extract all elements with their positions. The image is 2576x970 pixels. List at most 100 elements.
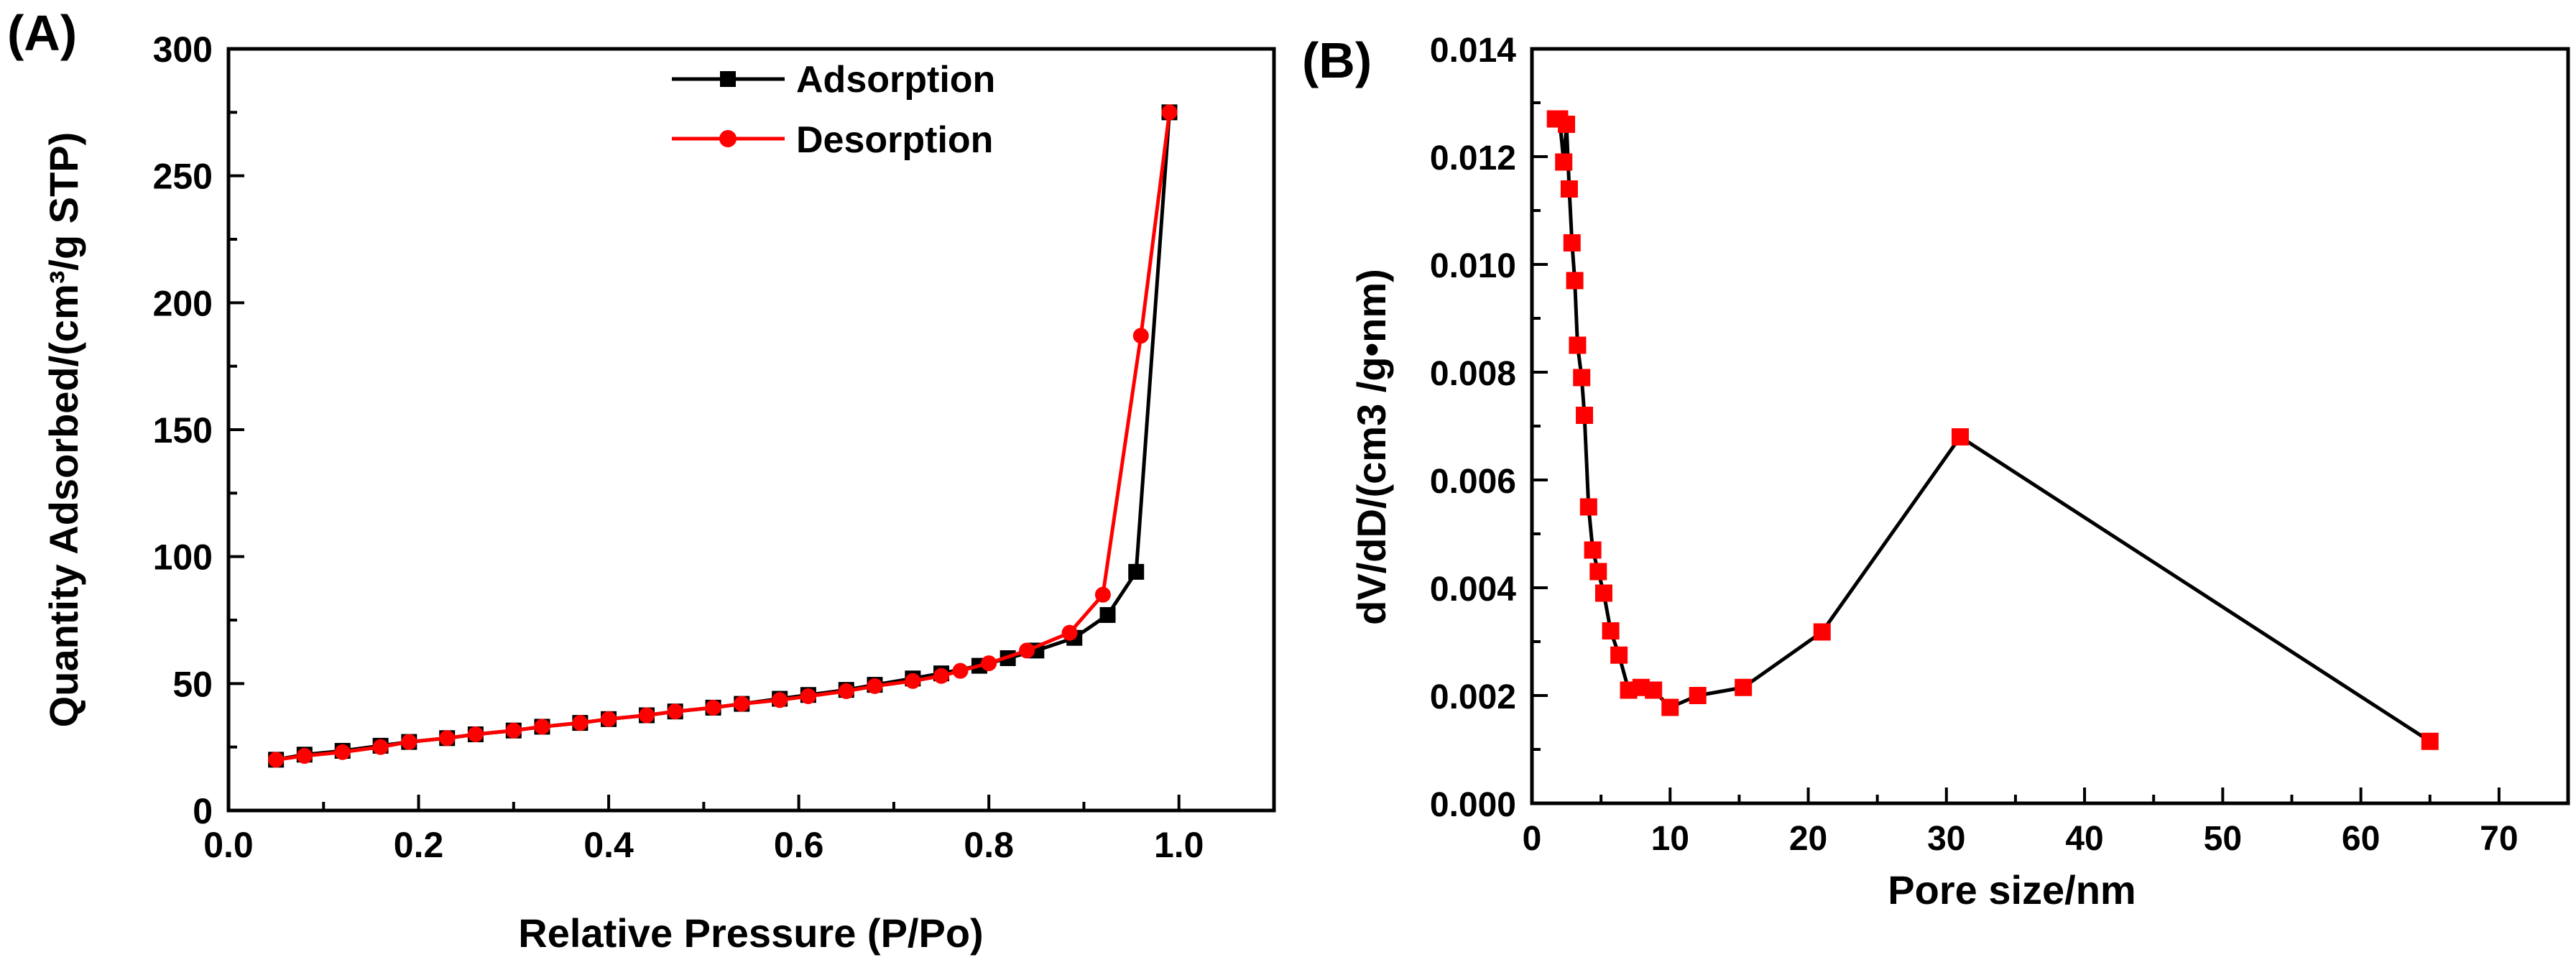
panel-a-series-1-point	[439, 730, 456, 747]
panel-a-series-1-point	[572, 715, 588, 731]
legend-adsorption-label: Adsorption	[796, 59, 995, 101]
panel-b-series-0-point	[1594, 584, 1612, 602]
panel-b-ticks: 0 10 20 30 40 50 60 70 0.000 0.002 0.004 0.006 0.008…	[1430, 32, 2519, 858]
panel-a-series-0-point	[1099, 606, 1116, 623]
panel-a-y-tick-label: 150	[153, 410, 213, 451]
panel-b-y-tick-label: 0.000	[1430, 786, 1516, 824]
panel-b-series-0-point	[1689, 687, 1707, 704]
panel-a-series-1-point	[952, 662, 969, 679]
panel-b-series-0-point	[1560, 180, 1578, 198]
panel-b-series-0-point	[1661, 698, 1679, 716]
panel-b-series-0-point	[1566, 272, 1584, 290]
panel-a-series-1-point	[401, 734, 417, 750]
panel-a-series-1-point	[1132, 328, 1149, 344]
panel-b-series	[1546, 110, 2439, 750]
panel-a-series-1-point	[467, 726, 484, 742]
panel-a-series-1-point	[772, 692, 788, 708]
panel-b-series-0-point	[1735, 678, 1753, 696]
panel-a-series-1-point	[800, 688, 816, 704]
panel-a-series-1-point	[372, 739, 389, 755]
panel-b-y-tick-label: 0.002	[1430, 678, 1516, 716]
panel-b-series-0-point	[1952, 428, 1970, 445]
panel-a-series-1-point	[1094, 586, 1111, 603]
panel-a-series-1-point	[639, 707, 655, 724]
panel-a-series-1-point	[905, 673, 921, 689]
panel-a-series-1-point	[1019, 642, 1035, 659]
panel-b-series-0-point	[1558, 116, 1576, 133]
panel-a-series-1-point	[667, 703, 683, 720]
panel-a-legend: Adsorption Desorption	[672, 59, 995, 161]
panel-a-series-1-point	[705, 699, 721, 716]
legend-desorption-marker	[719, 130, 737, 147]
panel-b-series-0-point	[1602, 622, 1620, 639]
panel-a-series-1-point	[1061, 624, 1078, 641]
panel-a-series-1-point	[334, 744, 351, 760]
panel-a-series-1-line	[275, 112, 1171, 762]
panel-a-series-1-point	[534, 719, 550, 735]
panel-a-y-tick-label: 250	[153, 157, 213, 197]
panel-a: (A) 0.0 0.2 0.4 0.6 0.8 1.0 0 50 100 150 200 250 300…	[7, 5, 1276, 956]
panel-b-y-tick-label: 0.008	[1430, 355, 1516, 393]
panel-a-series-1-point	[601, 711, 617, 727]
panel-b-x-tick-label: 50	[2204, 820, 2242, 858]
panel-b-series-0-point	[1645, 681, 1663, 699]
panel-b-y-axis-title: dV/dD/(cm3 /g•nm)	[1349, 269, 1394, 625]
panel-a-series-1-point	[867, 678, 883, 694]
panel-a-series-1-point	[296, 748, 313, 765]
panel-b-series-0-point	[1555, 153, 1573, 171]
panel-b-y-tick-label: 0.012	[1430, 139, 1516, 177]
panel-a-ticks: 0.0 0.2 0.4 0.6 0.8 1.0 0 50 100 150 200 250 300	[153, 29, 1204, 865]
panel-a-label: (A)	[7, 5, 77, 61]
panel-b-x-tick-label: 0	[1523, 820, 1542, 858]
panel-a-x-tick-label: 0.8	[964, 825, 1014, 865]
panel-b-series-0-point	[1813, 623, 1831, 641]
panel-b-series-0-point	[1563, 234, 1581, 251]
panel-a-x-tick-label: 0.0	[203, 825, 254, 865]
panel-b-series-0-point	[1573, 369, 1591, 387]
panel-a-series-1-point	[734, 696, 750, 712]
panel-b-x-tick-label: 70	[2480, 820, 2518, 858]
legend-desorption-label: Desorption	[796, 119, 993, 161]
panel-a-series-1-point	[268, 752, 285, 768]
panel-b-x-tick-label: 60	[2342, 820, 2380, 858]
panel-a-series-1-point	[981, 655, 997, 672]
panel-b-x-tick-label: 10	[1651, 820, 1689, 858]
panel-b-series-0-point	[1576, 407, 1594, 424]
panel-b-x-axis-title: Pore size/nm	[1888, 867, 2136, 913]
panel-a-y-tick-label: 0	[193, 791, 213, 831]
panel-b-x-tick-label: 30	[1927, 820, 1965, 858]
panel-a-frame	[226, 47, 1276, 813]
panel-b-x-tick-label: 20	[1789, 820, 1827, 858]
panel-b-y-tick-label: 0.006	[1430, 463, 1516, 501]
panel-a-y-tick-label: 300	[153, 29, 213, 70]
panel-b-frame	[1530, 47, 2570, 805]
panel-a-x-tick-label: 0.6	[774, 825, 824, 865]
panel-a-x-tick-label: 0.2	[394, 825, 444, 865]
panel-a-y-tick-label: 100	[153, 537, 213, 578]
panel-a-series-1-point	[838, 683, 854, 699]
panel-b-y-tick-label: 0.010	[1430, 247, 1516, 285]
legend-adsorption-marker	[720, 71, 736, 87]
panel-a-series-1-point	[505, 722, 522, 739]
panel-a-x-axis-title: Relative Pressure (P/Po)	[518, 910, 983, 956]
panel-a-x-tick-label: 1.0	[1154, 825, 1204, 865]
panel-b-series-0-point	[1579, 498, 1597, 516]
panel-a-y-tick-label: 50	[172, 664, 213, 704]
panel-b-series-0-point	[2421, 732, 2439, 750]
panel-b-series-0-point	[1610, 646, 1628, 664]
panel-b-series-0-point	[1589, 563, 1607, 581]
panel-b-series-0-line	[1555, 117, 2432, 743]
panel-a-y-axis-title: Quantity Adsorbed/(cm³/g STP)	[41, 132, 86, 728]
panel-b-y-tick-label: 0.014	[1430, 32, 1516, 70]
panel-b-y-tick-label: 0.004	[1430, 571, 1516, 609]
panel-a-series-1-point	[1161, 104, 1178, 121]
panel-a-series-0-line	[275, 112, 1171, 762]
panel-b-x-tick-label: 40	[2065, 820, 2103, 858]
panel-b: (B) 0 10 20 30 40 50 60 700.0000.0020.0040.0060…	[1302, 32, 2570, 913]
panel-a-x-tick-label: 0.4	[583, 825, 634, 865]
panel-b-series-0-point	[1569, 336, 1587, 354]
panel-a-series	[268, 104, 1178, 768]
panel-b-label: (B)	[1302, 32, 1372, 88]
panel-b-series-0-point	[1584, 541, 1602, 559]
